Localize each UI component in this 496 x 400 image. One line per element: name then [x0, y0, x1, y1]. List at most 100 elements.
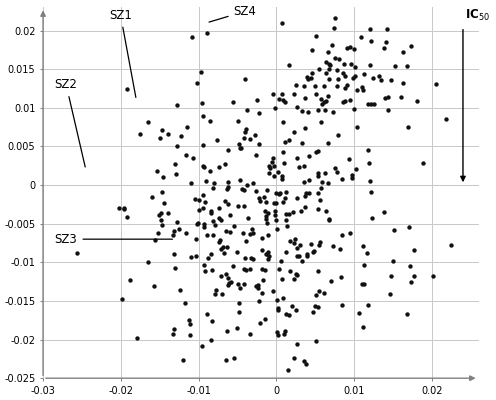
Point	[217, 246, 225, 252]
Point	[275, 191, 283, 198]
Point	[242, 76, 249, 83]
Point	[322, 208, 330, 214]
Point	[331, 165, 339, 172]
Point	[241, 266, 248, 272]
Point	[305, 190, 312, 196]
Point	[351, 106, 359, 112]
Point	[339, 98, 347, 105]
Point	[264, 210, 272, 216]
Point	[221, 198, 229, 204]
Point	[278, 175, 286, 182]
Point	[324, 140, 332, 146]
Point	[304, 76, 311, 82]
Point	[251, 152, 259, 158]
Point	[170, 228, 178, 234]
Point	[358, 84, 366, 91]
Point	[229, 263, 237, 270]
Point	[380, 45, 388, 51]
Point	[172, 265, 180, 271]
Point	[391, 63, 399, 70]
Point	[276, 189, 284, 196]
Point	[311, 338, 319, 345]
Point	[234, 281, 242, 287]
Point	[241, 202, 248, 209]
Point	[291, 236, 299, 242]
Point	[158, 127, 166, 133]
Point	[299, 140, 307, 146]
Point	[290, 354, 298, 361]
Point	[305, 152, 313, 159]
Point	[286, 238, 294, 244]
Point	[197, 343, 205, 349]
Point	[353, 87, 361, 93]
Point	[346, 44, 354, 51]
Point	[185, 317, 193, 324]
Point	[403, 311, 411, 317]
Point	[405, 224, 413, 230]
Point	[247, 136, 254, 142]
Point	[271, 212, 279, 218]
Point	[211, 222, 219, 228]
Point	[252, 187, 260, 194]
Point	[158, 189, 166, 195]
Point	[193, 221, 201, 227]
Point	[270, 173, 278, 180]
Point	[282, 217, 290, 224]
Point	[224, 179, 232, 185]
Point	[349, 75, 357, 82]
Point	[264, 170, 272, 176]
Point	[384, 94, 392, 100]
Point	[144, 118, 152, 125]
Point	[242, 267, 250, 273]
Point	[346, 156, 354, 162]
Point	[120, 205, 128, 212]
Point	[338, 176, 346, 182]
Point	[226, 229, 234, 235]
Point	[389, 227, 397, 233]
Point	[303, 253, 310, 259]
Point	[318, 178, 326, 185]
Point	[234, 248, 242, 255]
Point	[366, 26, 374, 32]
Point	[192, 236, 200, 242]
Point	[311, 303, 319, 309]
Point	[258, 265, 266, 272]
Point	[207, 336, 215, 343]
Point	[223, 328, 231, 334]
Point	[210, 179, 218, 186]
Point	[199, 163, 207, 169]
Point	[242, 238, 249, 244]
Point	[255, 141, 263, 148]
Point	[282, 210, 290, 217]
Point	[321, 106, 329, 113]
Point	[244, 107, 251, 113]
Point	[172, 171, 180, 177]
Point	[359, 281, 367, 287]
Point	[327, 278, 335, 284]
Point	[325, 60, 333, 67]
Point	[234, 118, 242, 124]
Point	[296, 242, 304, 248]
Point	[154, 230, 162, 236]
Point	[404, 124, 412, 130]
Point	[360, 71, 368, 78]
Point	[204, 255, 212, 261]
Point	[320, 290, 328, 296]
Point	[281, 195, 289, 202]
Point	[341, 72, 349, 79]
Point	[175, 226, 183, 232]
Point	[218, 291, 226, 298]
Point	[126, 277, 134, 283]
Point	[206, 118, 214, 124]
Point	[282, 248, 290, 255]
Point	[312, 291, 320, 298]
Point	[278, 91, 286, 97]
Point	[241, 129, 249, 136]
Point	[325, 216, 333, 222]
Point	[226, 212, 234, 218]
Point	[265, 253, 273, 259]
Point	[164, 210, 172, 216]
Point	[344, 45, 352, 51]
Point	[123, 86, 131, 92]
Point	[169, 330, 177, 337]
